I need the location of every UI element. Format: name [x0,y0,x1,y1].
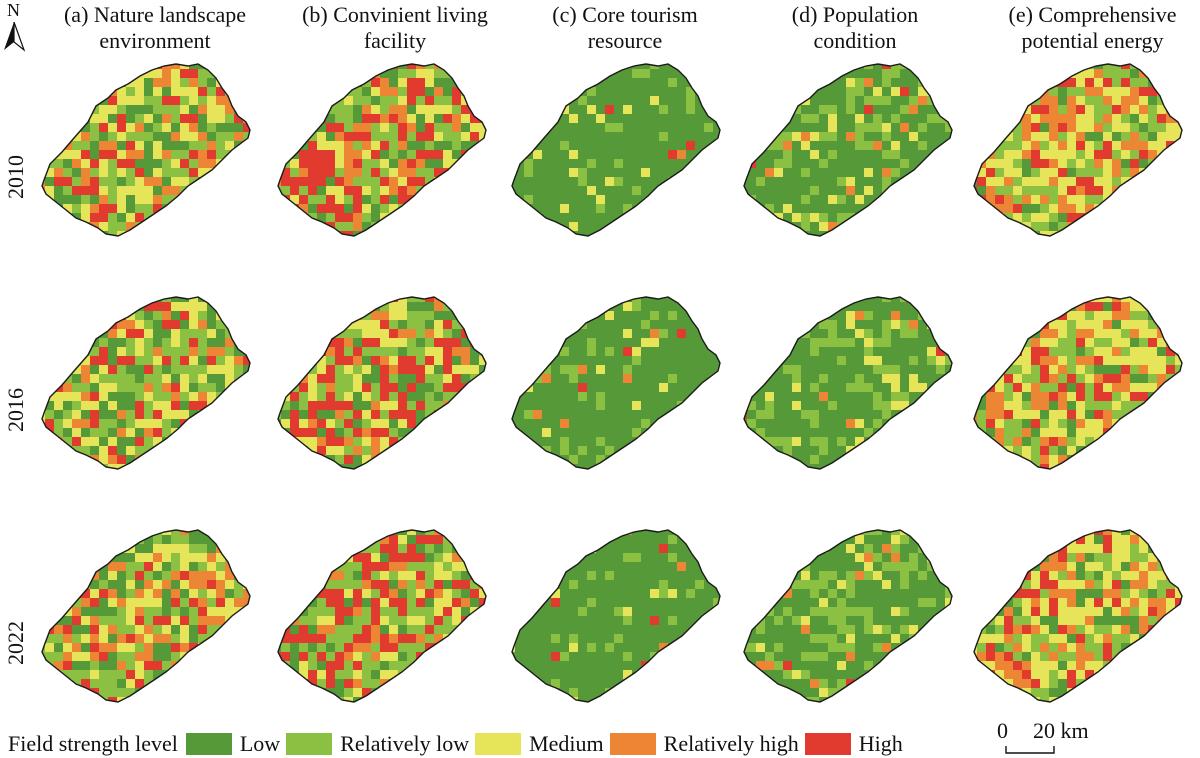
map-panel-nature-landscape-2010 [36,60,266,240]
region-outline [743,529,953,703]
legend-item-medium: Medium [475,731,604,757]
legend-item-high: High [804,731,903,757]
legend-label-low: Low [239,731,281,756]
region-outline [277,63,487,237]
column-title-e: (e) Comprehensive potential energy [985,2,1200,54]
column-title-a-line1: (a) Nature landscape [63,2,246,27]
region-outline [41,529,251,703]
map-panel-population-2016 [738,293,968,473]
map-canvas [41,529,251,703]
legend-title: Field strength level [8,731,178,756]
year-label-2010: 2010 [3,155,28,199]
north-arrow: N [2,0,26,52]
legend-swatch-relatively-low [286,733,333,755]
map-panel-comprehensive-2016 [968,293,1198,473]
region-outline [973,63,1183,237]
column-title-d-line1: (d) Population [791,2,919,27]
region-outline [277,296,487,470]
map-canvas [277,529,487,703]
column-title-a-line2: environment [99,28,211,53]
year-label-2022: 2022 [3,621,28,665]
map-canvas [511,63,721,237]
column-title-d: (d) Population condition [760,2,950,54]
map-canvas [973,529,1183,703]
column-title-b-line1: (b) Convinient living [302,2,488,27]
column-title-c-line1: (c) Core tourism [552,2,698,27]
legend-swatch-medium [475,733,522,755]
map-panel-comprehensive-2010 [968,60,1198,240]
map-panel-nature-landscape-2016 [36,293,266,473]
region-outline [743,63,953,237]
map-panel-living-facility-2010 [272,60,502,240]
column-title-c-line2: resource [587,28,663,53]
legend-label-medium: Medium [529,731,604,756]
column-title-b-line2: facility [363,28,427,53]
region-outline [511,296,721,470]
column-title-e-line2: potential energy [1021,28,1164,53]
region-outline [973,296,1183,470]
legend-item-relatively-high: Relatively high [609,731,799,757]
column-title-e-line1: (e) Comprehensive [1008,2,1177,27]
scale-bar-zero: 0 [997,718,1008,743]
map-panel-core-tourism-2022 [506,526,736,706]
legend-swatch-high [804,733,851,755]
map-panel-population-2010 [738,60,968,240]
region-outline [511,63,721,237]
region-outline [41,63,251,237]
region-outline [973,529,1183,703]
map-canvas [277,296,487,470]
north-letter: N [7,0,20,20]
legend: Field strength level Low Relatively low … [8,730,909,758]
legend-label-relatively-low: Relatively low [340,731,470,756]
scale-bar-line [1005,746,1055,754]
column-title-c: (c) Core tourism resource [520,2,730,54]
region-outline [743,296,953,470]
map-canvas [743,529,953,703]
legend-item-low: Low [185,731,281,757]
map-canvas [41,63,251,237]
map-panel-living-facility-2022 [272,526,502,706]
column-title-a: (a) Nature landscape environment [50,2,260,54]
map-canvas [41,296,251,470]
legend-label-relatively-high: Relatively high [663,731,799,756]
column-title-b: (b) Convinient living facility [280,2,510,54]
scale-bar: 0 20 km [995,718,1105,754]
map-panel-nature-landscape-2022 [36,526,266,706]
map-panel-comprehensive-2022 [968,526,1198,706]
scale-bar-distance: 20 km [1033,718,1089,743]
north-arrow-icon [4,22,26,52]
map-panel-population-2022 [738,526,968,706]
map-canvas [511,529,721,703]
legend-swatch-low [185,733,232,755]
region-outline [511,529,721,703]
map-canvas [511,296,721,470]
column-title-d-line2: condition [813,28,897,53]
year-label-2016: 2016 [3,388,28,432]
region-outline [277,529,487,703]
region-outline [41,296,251,470]
map-canvas [973,296,1183,470]
map-canvas [277,63,487,237]
legend-swatch-relatively-high [609,733,656,755]
legend-item-relatively-low: Relatively low [286,731,469,757]
map-canvas [743,63,953,237]
map-canvas [973,63,1183,237]
legend-label-high: High [858,731,903,756]
map-panel-living-facility-2016 [272,293,502,473]
map-canvas [743,296,953,470]
map-panel-core-tourism-2010 [506,60,736,240]
map-panel-core-tourism-2016 [506,293,736,473]
